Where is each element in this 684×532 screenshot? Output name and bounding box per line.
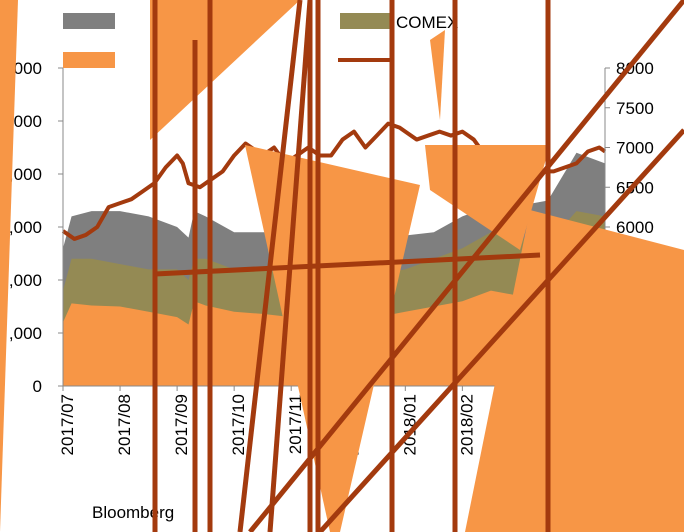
x-tick-label: 2017/10	[229, 394, 248, 455]
overlay-shape-3	[245, 145, 420, 532]
overlay-lines	[152, 0, 684, 532]
overlay-shape-2	[0, 0, 18, 532]
right-tick-label: 7000	[616, 139, 654, 158]
x-tick-label: 2017/09	[172, 394, 191, 455]
left-tick-label: ,000	[9, 324, 42, 343]
overlay-shape-5	[465, 210, 684, 532]
x-tick-label: 2017/07	[58, 394, 77, 455]
left-tick-label: 0	[33, 377, 42, 396]
x-tick-label: 2018/02	[457, 394, 476, 455]
legend: COMEX	[63, 13, 458, 68]
left-tick-label: ,000	[9, 112, 42, 131]
source-label: Bloomberg	[92, 503, 174, 522]
left-tick-label: ,000	[9, 165, 42, 184]
legend-swatch-orange	[63, 52, 115, 68]
legend-swatch-gray	[63, 13, 115, 29]
right-tick-label: 6000	[616, 218, 654, 237]
left-axis-ticks: 0 ,000 ,000 ,000 ,000 ,000 ,000	[9, 59, 63, 396]
left-tick-label: ,000	[9, 271, 42, 290]
right-tick-label: 7500	[616, 99, 654, 118]
left-tick-label: ,000	[9, 218, 42, 237]
left-tick-label: ,000	[9, 59, 42, 78]
x-axis-ticks: 2017/072017/082017/092017/102017/112017/…	[58, 386, 476, 455]
legend-label-comex: COMEX	[396, 13, 458, 32]
x-tick-label: 2017/11	[286, 394, 305, 454]
legend-swatch-comex	[340, 13, 392, 29]
overlay-shape-1	[150, 0, 300, 140]
overlay-shape-6	[430, 30, 445, 120]
x-tick-label: 2017/08	[115, 394, 134, 455]
